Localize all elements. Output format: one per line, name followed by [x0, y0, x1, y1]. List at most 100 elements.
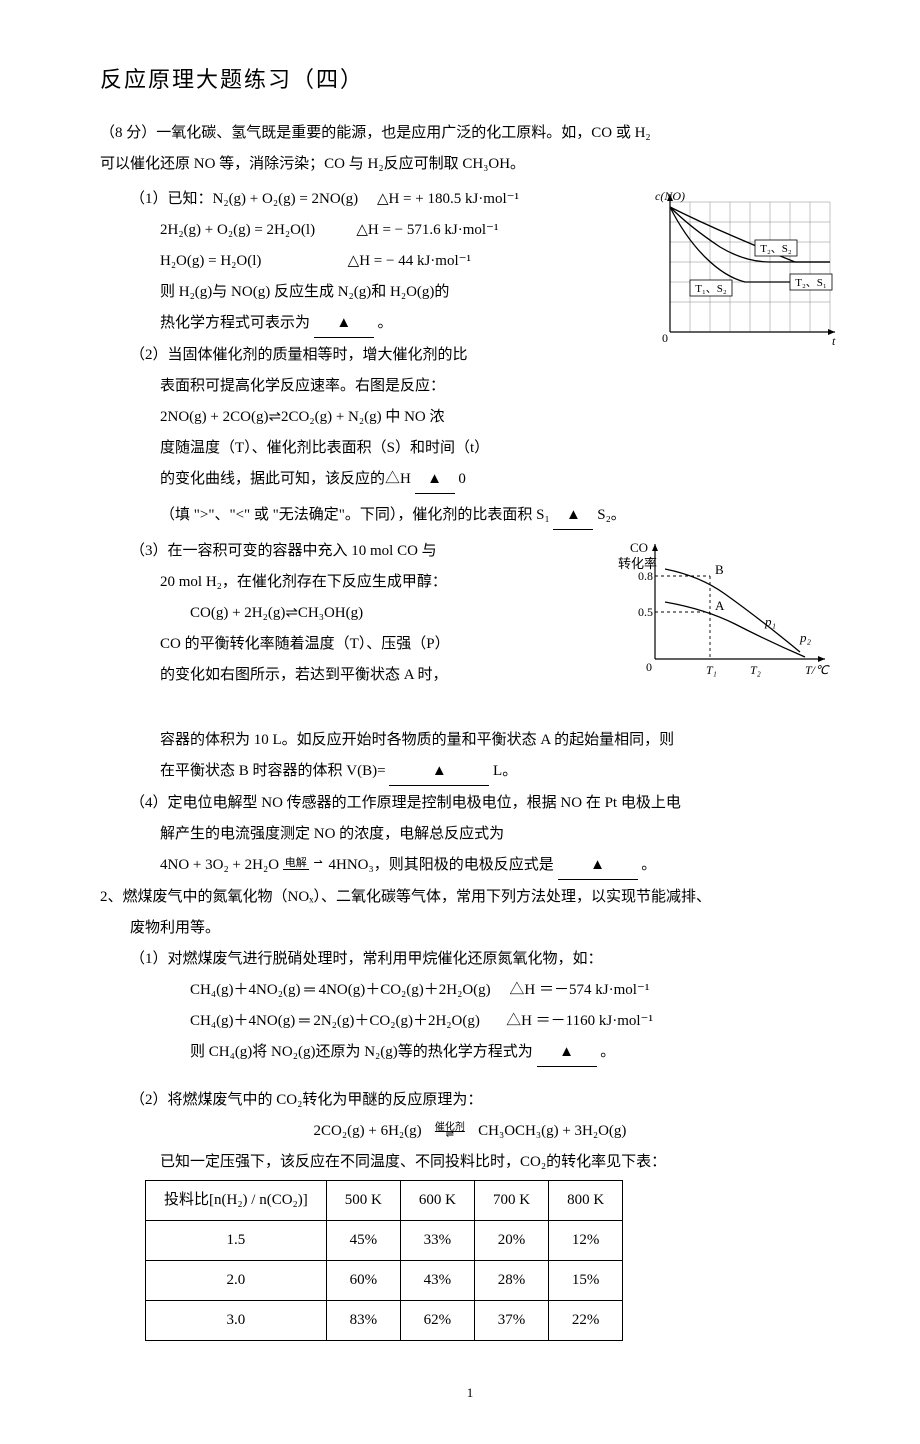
q1-header-l1: （8 分）一氧化碳、氢气既是重要的能源，也是应用广泛的化工原料。如，CO 或 H…: [100, 120, 840, 147]
table-header-row: 投料比[n(H₂) / n(CO₂)] 500 K 600 K 700 K 80…: [146, 1180, 623, 1220]
q2p2-l1: （2）将燃煤废气中的 CO₂转化为甲醚的反应原理为：: [100, 1087, 840, 1114]
q1p4-l3b: 4HNO₃，则其阳极的电极反应式是: [329, 857, 554, 873]
table-header: 800 K: [549, 1180, 623, 1220]
q2p1-r1: CH₄(g)＋4NO₂(g) ═ 4NO(g)＋CO₂(g)＋2H₂O(g) △…: [100, 977, 840, 1004]
q1p3c-l2b: L。: [493, 763, 517, 779]
q2p2-eq-r: CH₃OCH₃(g) + 3H₂O(g): [478, 1123, 626, 1139]
q1p2-l6-row: （填 ">"、"<" 或 "无法确定"。下同），催化剂的比表面积 S₁ ▲ S₂…: [100, 502, 840, 530]
q1p4-l2: 解产生的电流强度测定 NO 的浓度，电解总反应式为: [100, 821, 840, 848]
table-cell: 28%: [474, 1260, 548, 1300]
figure-1: T₁、S₂ T₂、S₂ T₂、S₁ c(NO) 0 t: [635, 182, 840, 362]
q2p1-r1a: CH₄(g)＋4NO₂(g) ═ 4NO(g)＋CO₂(g)＋2H₂O(g): [190, 982, 491, 998]
table-row: 3.0 83% 62% 37% 22%: [146, 1300, 623, 1340]
q2p1-l4b: 。: [600, 1044, 615, 1060]
table-cell: 15%: [549, 1260, 623, 1300]
table-cell: 43%: [400, 1260, 474, 1300]
q1p2-l2: 表面积可提高化学反应速率。右图是反应：: [100, 373, 625, 400]
blank-3: ▲: [553, 502, 593, 530]
q1p4-l1: （4）定电位电解型 NO 传感器的工作原理是控制电极电位，根据 NO 在 Pt …: [100, 790, 840, 817]
q1p1-l1b: △H = + 180.5 kJ·mol⁻¹: [377, 191, 519, 207]
table-cell: 37%: [474, 1300, 548, 1340]
blank-1: ▲: [314, 310, 374, 338]
blank-4: ▲: [389, 758, 489, 786]
q1p1-l5-row: 热化学方程式可表示为 ▲ 。: [100, 310, 625, 338]
table-header: 600 K: [400, 1180, 474, 1220]
blank-6: ▲: [537, 1039, 597, 1067]
q1p3c-l2a: 在平衡状态 B 时容器的体积 V(B)=: [160, 763, 386, 779]
q1p2-l5-row: 的变化曲线，据此可知，该反应的△H ▲ 0: [100, 466, 625, 494]
q1p1-l4: 则 H₂(g)与 NO(g) 反应生成 N₂(g)和 H₂O(g)的: [100, 279, 625, 306]
svg-text:T/℃: T/℃: [805, 663, 830, 677]
q2p1-l4-row: 则 CH₄(g)将 NO₂(g)还原为 N₂(g)等的热化学方程式为 ▲ 。: [100, 1039, 840, 1067]
table-cell: 1.5: [146, 1220, 327, 1260]
page-number: 1: [100, 1381, 840, 1404]
table-cell: 83%: [326, 1300, 400, 1340]
svg-text:0.5: 0.5: [638, 605, 653, 619]
q1p3-l1: （3）在一容积可变的容器中充入 10 mol CO 与: [100, 538, 600, 565]
table-cell: 12%: [549, 1220, 623, 1260]
table-cell: 62%: [400, 1300, 474, 1340]
q1p1-l2: 2H₂(g) + O₂(g) = 2H₂O(l) △H = − 571.6 kJ…: [100, 217, 625, 244]
q2p1-r2b: △H ＝－1160 kJ·mol⁻¹: [506, 1013, 653, 1029]
svg-text:T₂: T₂: [750, 663, 761, 677]
svg-text:T₁: T₁: [706, 663, 717, 677]
svg-text:p₂: p₂: [799, 630, 812, 645]
q2-head: 2、燃煤废气中的氮氧化物（NOₓ）、二氧化碳等气体，常用下列方法处理，以实现节能…: [100, 884, 840, 911]
catalyst-arrow: 催化剂 ⇌: [433, 1123, 467, 1140]
q1p2-l6a: （填 ">"、"<" 或 "无法确定"。下同），催化剂的比表面积 S₁: [160, 507, 550, 523]
q1p3-l3: CO(g) + 2H₂(g)⇌CH₃OH(g): [100, 600, 600, 627]
svg-text:T₁、S₂: T₁、S₂: [695, 283, 727, 295]
q2p2-eq: 2CO₂(g) + 6H₂(g) 催化剂 ⇌ CH₃OCH₃(g) + 3H₂O…: [100, 1118, 840, 1145]
svg-text:t: t: [832, 334, 836, 348]
svg-text:A: A: [715, 598, 725, 613]
blank-2: ▲: [415, 466, 455, 494]
q1p1-l3b: △H = − 44 kJ·mol⁻¹: [348, 253, 471, 269]
table-cell: 20%: [474, 1220, 548, 1260]
q1p2-l4: 度随温度（T）、催化剂比表面积（S）和时间（t）: [100, 435, 625, 462]
svg-text:B: B: [715, 562, 724, 577]
svg-text:T₂、S₁: T₂、S₁: [795, 277, 827, 289]
table-cell: 2.0: [146, 1260, 327, 1300]
table-cell: 45%: [326, 1220, 400, 1260]
table-row: 2.0 60% 43% 28% 15%: [146, 1260, 623, 1300]
table-cell: 3.0: [146, 1300, 327, 1340]
q2p1-r2: CH₄(g)＋4NO(g) ═ 2N₂(g)＋CO₂(g)＋2H₂O(g) △H…: [100, 1008, 840, 1035]
q1p1-l1a: （1）已知：N₂(g) + O₂(g) = 2NO(g): [130, 191, 358, 207]
q1p1-l3: H₂O(g) = H₂O(l) △H = − 44 kJ·mol⁻¹: [100, 248, 625, 275]
table-header: 500 K: [326, 1180, 400, 1220]
q1p3-l2: 20 mol H₂，在催化剂存在下反应生成甲醇：: [100, 569, 600, 596]
q1p2-l5b: 0: [458, 471, 466, 487]
conversion-table: 投料比[n(H₂) / n(CO₂)] 500 K 600 K 700 K 80…: [145, 1180, 623, 1341]
q1p4-l3end: 。: [641, 857, 656, 873]
svg-text:CO: CO: [630, 540, 648, 555]
table-cell: 60%: [326, 1260, 400, 1300]
svg-text:0: 0: [646, 660, 652, 674]
q1p1-l2a: 2H₂(g) + O₂(g) = 2H₂O(l): [160, 222, 315, 238]
table-header: 700 K: [474, 1180, 548, 1220]
page-title: 反应原理大题练习（四）: [100, 60, 840, 100]
q1p3-l5: 的变化如右图所示，若达到平衡状态 A 时，: [100, 662, 600, 689]
q2p1-r1b: △H ＝－574 kJ·mol⁻¹: [509, 982, 649, 998]
table-cell: 33%: [400, 1220, 474, 1260]
q1p3c-l2-row: 在平衡状态 B 时容器的体积 V(B)= ▲ L。: [100, 758, 840, 786]
q1p2-l6b: S₂。: [597, 507, 626, 523]
q1p1-l3a: H₂O(g) = H₂O(l): [160, 253, 261, 269]
svg-text:T₂、S₂: T₂、S₂: [760, 243, 792, 255]
table-cell: 22%: [549, 1300, 623, 1340]
electrolysis-label: 电解 ⇀: [283, 858, 325, 869]
table-row: 1.5 45% 33% 20% 12%: [146, 1220, 623, 1260]
q1-header-l2: 可以催化还原 NO 等，消除污染；CO 与 H₂反应可制取 CH₃OH。: [100, 151, 840, 178]
svg-text:p₁: p₁: [764, 614, 776, 629]
q1p2-l3: 2NO(g) + 2CO(g)⇌2CO₂(g) + N₂(g) 中 NO 浓: [100, 404, 625, 431]
q1p4-l3-row: 4NO + 3O₂ + 2H₂O 电解 ⇀ 4HNO₃，则其阳极的电极反应式是 …: [100, 852, 840, 880]
svg-text:c(NO): c(NO): [655, 189, 685, 203]
svg-text:0.8: 0.8: [638, 569, 653, 583]
q2p1-r2a: CH₄(g)＋4NO(g) ═ 2N₂(g)＋CO₂(g)＋2H₂O(g): [190, 1013, 480, 1029]
q2p2-l3: 已知一定压强下，该反应在不同温度、不同投料比时，CO₂的转化率见下表：: [100, 1149, 840, 1176]
blank-5: ▲: [558, 852, 638, 880]
q1p1-l1: （1）已知：N₂(g) + O₂(g) = 2NO(g) △H = + 180.…: [100, 186, 625, 213]
q1p3-l4: CO 的平衡转化率随着温度（T）、压强（P）: [100, 631, 600, 658]
q1p3c-l1: 容器的体积为 10 L。如反应开始时各物质的量和平衡状态 A 的起始量相同，则: [100, 727, 840, 754]
q1p1-l2b: △H = − 571.6 kJ·mol⁻¹: [356, 222, 498, 238]
table-header: 投料比[n(H₂) / n(CO₂)]: [146, 1180, 327, 1220]
